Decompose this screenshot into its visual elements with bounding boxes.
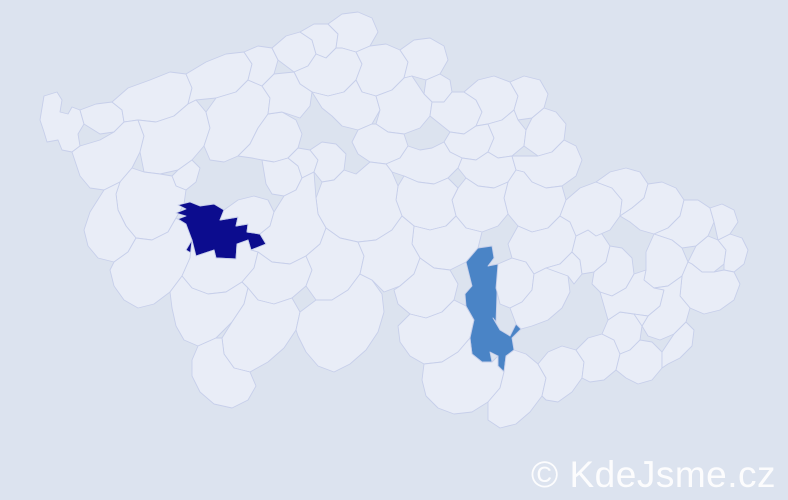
district-ceske-budejovice[interactable] <box>221 287 301 373</box>
district-jindrichuv-hradec[interactable] <box>295 273 385 373</box>
district-cheb[interactable] <box>39 91 85 153</box>
district-silesia-fringe-n[interactable] <box>709 203 739 241</box>
district-rychnov[interactable] <box>523 107 567 157</box>
district-cesky-krumlov[interactable] <box>191 337 257 409</box>
district-vsetin[interactable] <box>641 275 691 341</box>
watermark-kdejsme: © KdeJsme.cz <box>530 454 776 496</box>
district-silesia-fringe-e[interactable] <box>661 321 695 369</box>
district-liberec[interactable] <box>399 37 449 81</box>
district-louny[interactable] <box>261 71 313 119</box>
district-prerov[interactable] <box>633 313 649 327</box>
district-brno-venkov[interactable] <box>509 263 571 330</box>
district-frydek-mistek[interactable] <box>679 261 741 315</box>
district-hodonin[interactable] <box>537 345 585 403</box>
district-karvina[interactable] <box>717 233 749 273</box>
district-uherske-hradiste[interactable] <box>575 333 621 383</box>
district-breclav[interactable] <box>487 349 547 429</box>
district-layer <box>39 11 749 429</box>
